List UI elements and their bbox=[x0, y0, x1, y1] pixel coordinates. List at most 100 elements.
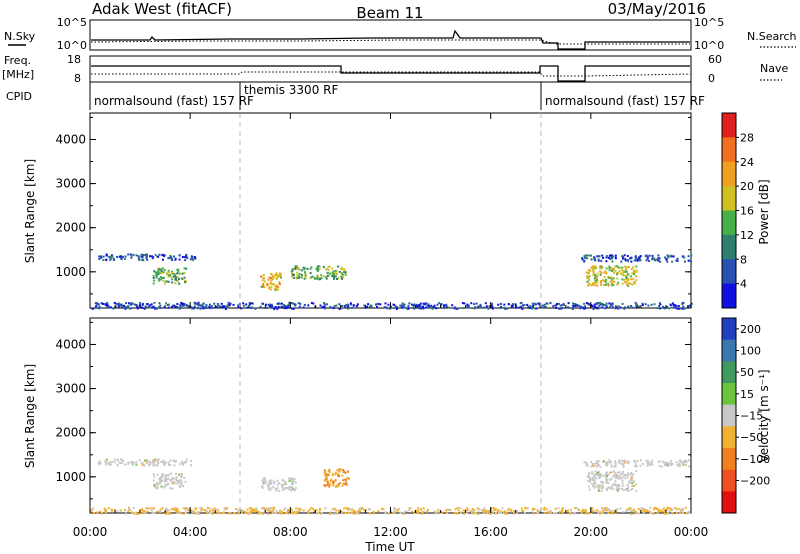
data-point bbox=[496, 510, 499, 513]
data-point bbox=[583, 307, 586, 310]
data-point bbox=[631, 306, 634, 309]
y-tick-label: 2000 bbox=[55, 426, 86, 440]
data-point bbox=[605, 477, 607, 480]
data-point bbox=[690, 260, 693, 263]
data-point bbox=[635, 483, 638, 486]
data-point bbox=[111, 461, 114, 463]
data-point bbox=[666, 463, 668, 466]
data-point bbox=[199, 307, 202, 310]
data-point bbox=[194, 257, 197, 260]
data-point bbox=[138, 256, 141, 259]
data-point bbox=[412, 305, 415, 308]
data-point bbox=[630, 513, 633, 515]
data-point bbox=[618, 475, 621, 478]
data-point bbox=[505, 307, 508, 310]
data-point bbox=[594, 273, 597, 276]
data-point bbox=[328, 485, 331, 488]
data-point bbox=[181, 475, 183, 478]
data-point bbox=[120, 458, 123, 461]
data-point bbox=[670, 254, 673, 257]
data-point bbox=[628, 507, 631, 510]
data-point bbox=[626, 489, 629, 492]
data-point bbox=[323, 469, 326, 472]
data-point bbox=[195, 511, 198, 514]
data-point bbox=[153, 484, 156, 487]
data-point bbox=[261, 279, 264, 282]
data-point bbox=[331, 275, 334, 277]
data-point bbox=[630, 488, 633, 491]
data-point bbox=[263, 477, 266, 479]
data-point bbox=[106, 304, 109, 307]
data-point bbox=[275, 272, 278, 275]
data-point bbox=[159, 481, 162, 484]
data-point bbox=[164, 476, 167, 479]
data-point bbox=[262, 285, 265, 288]
data-point bbox=[588, 303, 591, 306]
data-point bbox=[184, 281, 187, 284]
data-point bbox=[609, 471, 612, 474]
data-point bbox=[632, 480, 635, 483]
data-point bbox=[328, 471, 331, 474]
data-point bbox=[673, 306, 676, 309]
data-point bbox=[367, 507, 370, 510]
data-point bbox=[404, 306, 407, 309]
data-point bbox=[612, 255, 614, 258]
data-point bbox=[271, 509, 274, 512]
data-point bbox=[318, 267, 321, 270]
data-point bbox=[198, 512, 201, 515]
data-point bbox=[625, 270, 628, 273]
data-point bbox=[611, 510, 614, 513]
data-point bbox=[180, 473, 183, 475]
data-point bbox=[277, 286, 280, 289]
data-point bbox=[278, 482, 281, 484]
data-point bbox=[401, 304, 404, 307]
data-point bbox=[332, 482, 335, 485]
data-point bbox=[112, 257, 115, 260]
data-point bbox=[614, 257, 617, 260]
data-point bbox=[401, 302, 404, 305]
data-point bbox=[510, 305, 513, 308]
data-point bbox=[105, 458, 108, 461]
data-point bbox=[300, 276, 303, 279]
data-point bbox=[616, 272, 619, 275]
data-point bbox=[191, 307, 194, 310]
data-point bbox=[615, 265, 618, 268]
data-point bbox=[507, 303, 510, 306]
data-point bbox=[384, 511, 387, 514]
velocity-ylabel: Slant Range [km] bbox=[23, 364, 37, 468]
data-point bbox=[455, 512, 458, 515]
data-point bbox=[282, 483, 285, 486]
data-point bbox=[218, 305, 221, 308]
data-point bbox=[618, 459, 621, 462]
data-point bbox=[278, 489, 281, 492]
data-point bbox=[294, 268, 297, 271]
data-point bbox=[293, 477, 296, 480]
data-point bbox=[151, 507, 154, 510]
data-point bbox=[597, 259, 600, 262]
data-point bbox=[533, 508, 536, 511]
data-point bbox=[284, 305, 287, 308]
data-point bbox=[123, 258, 126, 260]
nsky-label: N.Sky bbox=[4, 30, 36, 43]
data-point bbox=[249, 511, 252, 514]
data-point bbox=[91, 307, 94, 310]
data-point bbox=[438, 302, 440, 305]
data-point bbox=[427, 305, 430, 307]
data-point bbox=[344, 511, 347, 514]
data-point bbox=[597, 460, 600, 463]
data-point bbox=[471, 508, 474, 510]
data-point bbox=[592, 510, 594, 513]
data-point bbox=[167, 509, 170, 512]
data-point bbox=[520, 305, 523, 308]
data-point bbox=[137, 257, 140, 260]
data-point bbox=[591, 471, 594, 474]
data-point bbox=[248, 303, 251, 306]
data-point bbox=[598, 304, 601, 307]
data-point bbox=[154, 271, 157, 274]
data-point bbox=[666, 254, 669, 257]
data-point bbox=[116, 255, 118, 258]
data-point bbox=[167, 269, 170, 272]
data-point bbox=[587, 279, 590, 282]
data-point bbox=[488, 509, 491, 512]
data-point bbox=[109, 306, 112, 309]
